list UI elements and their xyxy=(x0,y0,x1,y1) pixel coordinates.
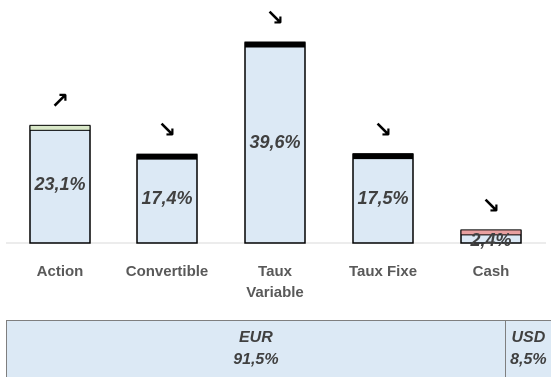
arrow-down-right-icon-cash: ↘ xyxy=(481,192,501,218)
bar-top-cash xyxy=(460,229,522,236)
bar-top-action xyxy=(29,124,91,131)
arrow-up-right-icon-action: ↗ xyxy=(50,88,70,114)
arrow-down-right-icon-convertible: ↘ xyxy=(157,117,177,143)
allocation-bar-chart xyxy=(6,41,546,244)
value-label-taux-fixe: 17,5% xyxy=(357,187,409,208)
value-label-convertible: 17,4% xyxy=(141,188,193,209)
bar-convertible xyxy=(136,154,198,244)
currency-segment-usd: USD 8,5% xyxy=(504,321,551,377)
category-label-action: Action xyxy=(36,263,84,280)
currency-segment-eur: EUR 91,5% xyxy=(7,321,505,377)
arrow-down-right-icon-taux-variable: ↘ xyxy=(265,5,285,30)
currency-code: USD xyxy=(511,329,546,346)
category-label-taux-variable: Taux Variable xyxy=(246,263,304,301)
value-label-cash: 2,4% xyxy=(470,230,512,250)
bar-top-taux-variable xyxy=(244,41,306,48)
arrow-down-right-icon-taux-fixe: ↘ xyxy=(373,116,393,142)
currency-split-bar: EUR 91,5% USD 8,5% xyxy=(6,320,551,377)
bar-top-convertible xyxy=(136,153,198,160)
currency-percent: 91,5% xyxy=(233,351,279,368)
bar-taux-variable xyxy=(244,42,306,244)
value-label-taux-variable: 39,6% xyxy=(249,132,301,152)
currency-code: EUR xyxy=(238,329,273,346)
value-label-action: 23,1% xyxy=(34,173,86,194)
bar-top-taux-fixe xyxy=(352,153,414,160)
category-label-convertible: Convertible xyxy=(125,263,209,280)
currency-percent: 8,5% xyxy=(510,351,547,368)
category-label-taux-fixe: Taux Fixe xyxy=(348,263,418,280)
category-label-cash: Cash xyxy=(472,263,510,280)
bar-action xyxy=(29,125,91,244)
